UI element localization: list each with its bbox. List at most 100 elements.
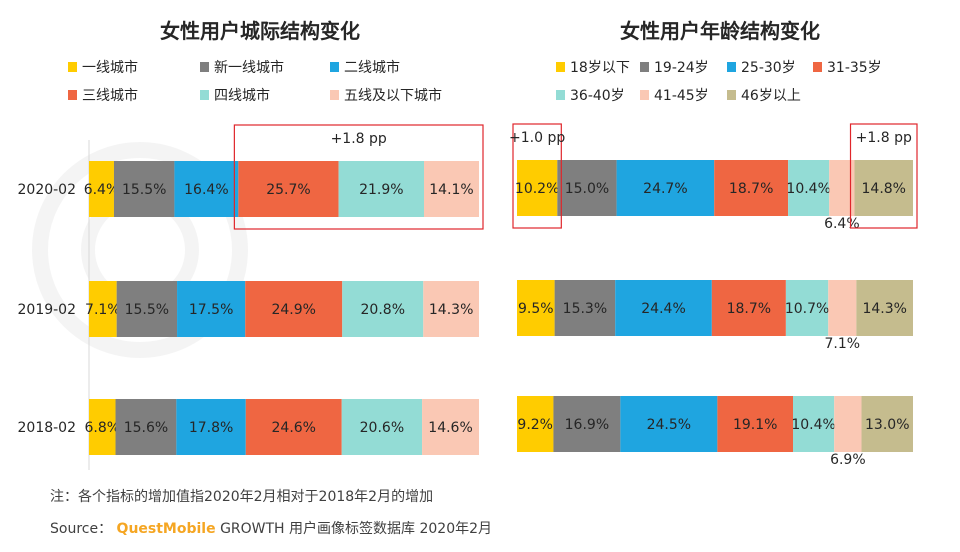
data-label: 6.9% bbox=[830, 452, 866, 468]
legend-swatch bbox=[200, 62, 209, 72]
legend-label: 25-30岁 bbox=[741, 60, 796, 76]
data-label: 7.1% bbox=[825, 336, 861, 352]
bar-segment bbox=[717, 396, 794, 452]
data-label: 13.0% bbox=[865, 417, 909, 433]
footnote: 注：各个指标的增加值指2020年2月相对于2018年2月的增加 bbox=[50, 489, 434, 505]
legend-label: 18岁以下 bbox=[570, 60, 630, 76]
bar-segment bbox=[834, 396, 862, 452]
bar-segment bbox=[245, 399, 342, 455]
data-label: 7.1% bbox=[85, 302, 121, 318]
data-label: 14.1% bbox=[429, 182, 473, 198]
annotation-label: +1.8 pp bbox=[856, 130, 912, 146]
data-label: 20.8% bbox=[361, 302, 405, 318]
data-label: 16.4% bbox=[184, 182, 228, 198]
legend-label: 19-24岁 bbox=[654, 60, 709, 76]
bar-segment bbox=[554, 280, 616, 336]
bar-segment bbox=[861, 396, 913, 452]
bar-segment bbox=[788, 160, 830, 216]
data-label: 14.8% bbox=[862, 181, 906, 197]
category-label: 2020-02 bbox=[18, 182, 77, 198]
bar-segment bbox=[793, 396, 835, 452]
legend-label: 41-45岁 bbox=[654, 88, 709, 104]
annotation-label: +1.0 pp bbox=[509, 130, 565, 146]
source-line: Source： QuestMobile GROWTH 用户画像标签数据库 202… bbox=[50, 518, 492, 538]
legend-swatch bbox=[727, 90, 736, 100]
legend-swatch bbox=[727, 62, 736, 72]
data-label: 15.6% bbox=[124, 420, 168, 436]
data-label: 14.6% bbox=[428, 420, 472, 436]
data-label: 24.7% bbox=[643, 181, 687, 197]
bar-segment bbox=[423, 281, 479, 337]
highlight-box bbox=[512, 123, 562, 229]
category-label: 2018-02 bbox=[18, 420, 77, 436]
bar-segment bbox=[854, 160, 913, 216]
data-label: 10.2% bbox=[515, 181, 559, 197]
data-label: 14.3% bbox=[429, 302, 473, 318]
legend-label: 四线城市 bbox=[214, 87, 270, 104]
bar-segment bbox=[342, 281, 424, 337]
data-label: 24.4% bbox=[641, 301, 685, 317]
bar-segment bbox=[238, 161, 339, 217]
bar-segment bbox=[113, 161, 175, 217]
data-label: 10.4% bbox=[791, 417, 835, 433]
bar-segment bbox=[89, 161, 114, 217]
highlight-box bbox=[849, 123, 918, 229]
highlight-box bbox=[233, 124, 484, 230]
data-label: 14.3% bbox=[862, 301, 906, 317]
source-suffix: GROWTH 用户画像标签数据库 2020年2月 bbox=[220, 521, 493, 537]
bar-segment bbox=[174, 161, 239, 217]
bar-segment bbox=[116, 281, 178, 337]
source-brand: QuestMobile bbox=[116, 521, 216, 537]
legend-swatch bbox=[813, 62, 822, 72]
data-label: 25.7% bbox=[266, 182, 310, 198]
data-label: 15.5% bbox=[122, 182, 166, 198]
legend-swatch bbox=[556, 62, 565, 72]
age-structure-chart: 女性用户年龄结构变化 18岁以下 19-24岁 25-30岁 31-35岁 36-40岁 4… bbox=[509, 19, 918, 468]
data-label: 17.5% bbox=[189, 302, 233, 318]
bar-segment bbox=[89, 281, 117, 337]
bar-segment bbox=[785, 280, 829, 336]
bar-segment bbox=[338, 161, 425, 217]
bar-segment bbox=[517, 280, 555, 336]
bar-segment bbox=[711, 280, 786, 336]
data-label: 24.6% bbox=[272, 420, 316, 436]
data-label: 10.4% bbox=[786, 181, 830, 197]
legend-swatch bbox=[330, 90, 339, 100]
legend-label: 46岁以上 bbox=[741, 88, 801, 104]
legend-label: 三线城市 bbox=[82, 87, 138, 104]
data-label: 18.7% bbox=[729, 181, 773, 197]
annotation-label: +1.8 pp bbox=[331, 131, 387, 147]
legend-label: 一线城市 bbox=[82, 59, 138, 76]
legend-label: 新一线城市 bbox=[214, 59, 284, 76]
bar-segment bbox=[828, 280, 857, 336]
data-label: 18.7% bbox=[727, 301, 771, 317]
legend-swatch bbox=[68, 62, 77, 72]
legend-label: 二线城市 bbox=[344, 59, 400, 76]
bar-segment bbox=[856, 280, 913, 336]
data-label: 15.3% bbox=[563, 301, 607, 317]
legend-swatch bbox=[68, 90, 77, 100]
legend-swatch bbox=[330, 62, 339, 72]
data-label: 24.9% bbox=[271, 302, 315, 318]
bar-segment bbox=[517, 396, 554, 452]
data-label: 6.8% bbox=[84, 420, 120, 436]
chart-title: 女性用户年龄结构变化 bbox=[620, 19, 820, 43]
bar-segment bbox=[177, 281, 246, 337]
legend-swatch bbox=[640, 62, 649, 72]
legend-label: 五线及以下城市 bbox=[344, 87, 442, 104]
bar-segment bbox=[615, 280, 712, 336]
bar-segment bbox=[176, 399, 246, 455]
bar-segment bbox=[517, 160, 558, 216]
category-label: 2019-02 bbox=[18, 302, 77, 318]
data-label: 20.6% bbox=[360, 420, 404, 436]
legend-swatch bbox=[556, 90, 565, 100]
bar-segment bbox=[424, 161, 479, 217]
bar-segment bbox=[245, 281, 343, 337]
data-label: 15.0% bbox=[565, 181, 609, 197]
legend-swatch bbox=[200, 90, 209, 100]
source-prefix: Source： bbox=[50, 521, 113, 537]
bar-segment bbox=[620, 396, 718, 452]
bar-segment bbox=[553, 396, 621, 452]
